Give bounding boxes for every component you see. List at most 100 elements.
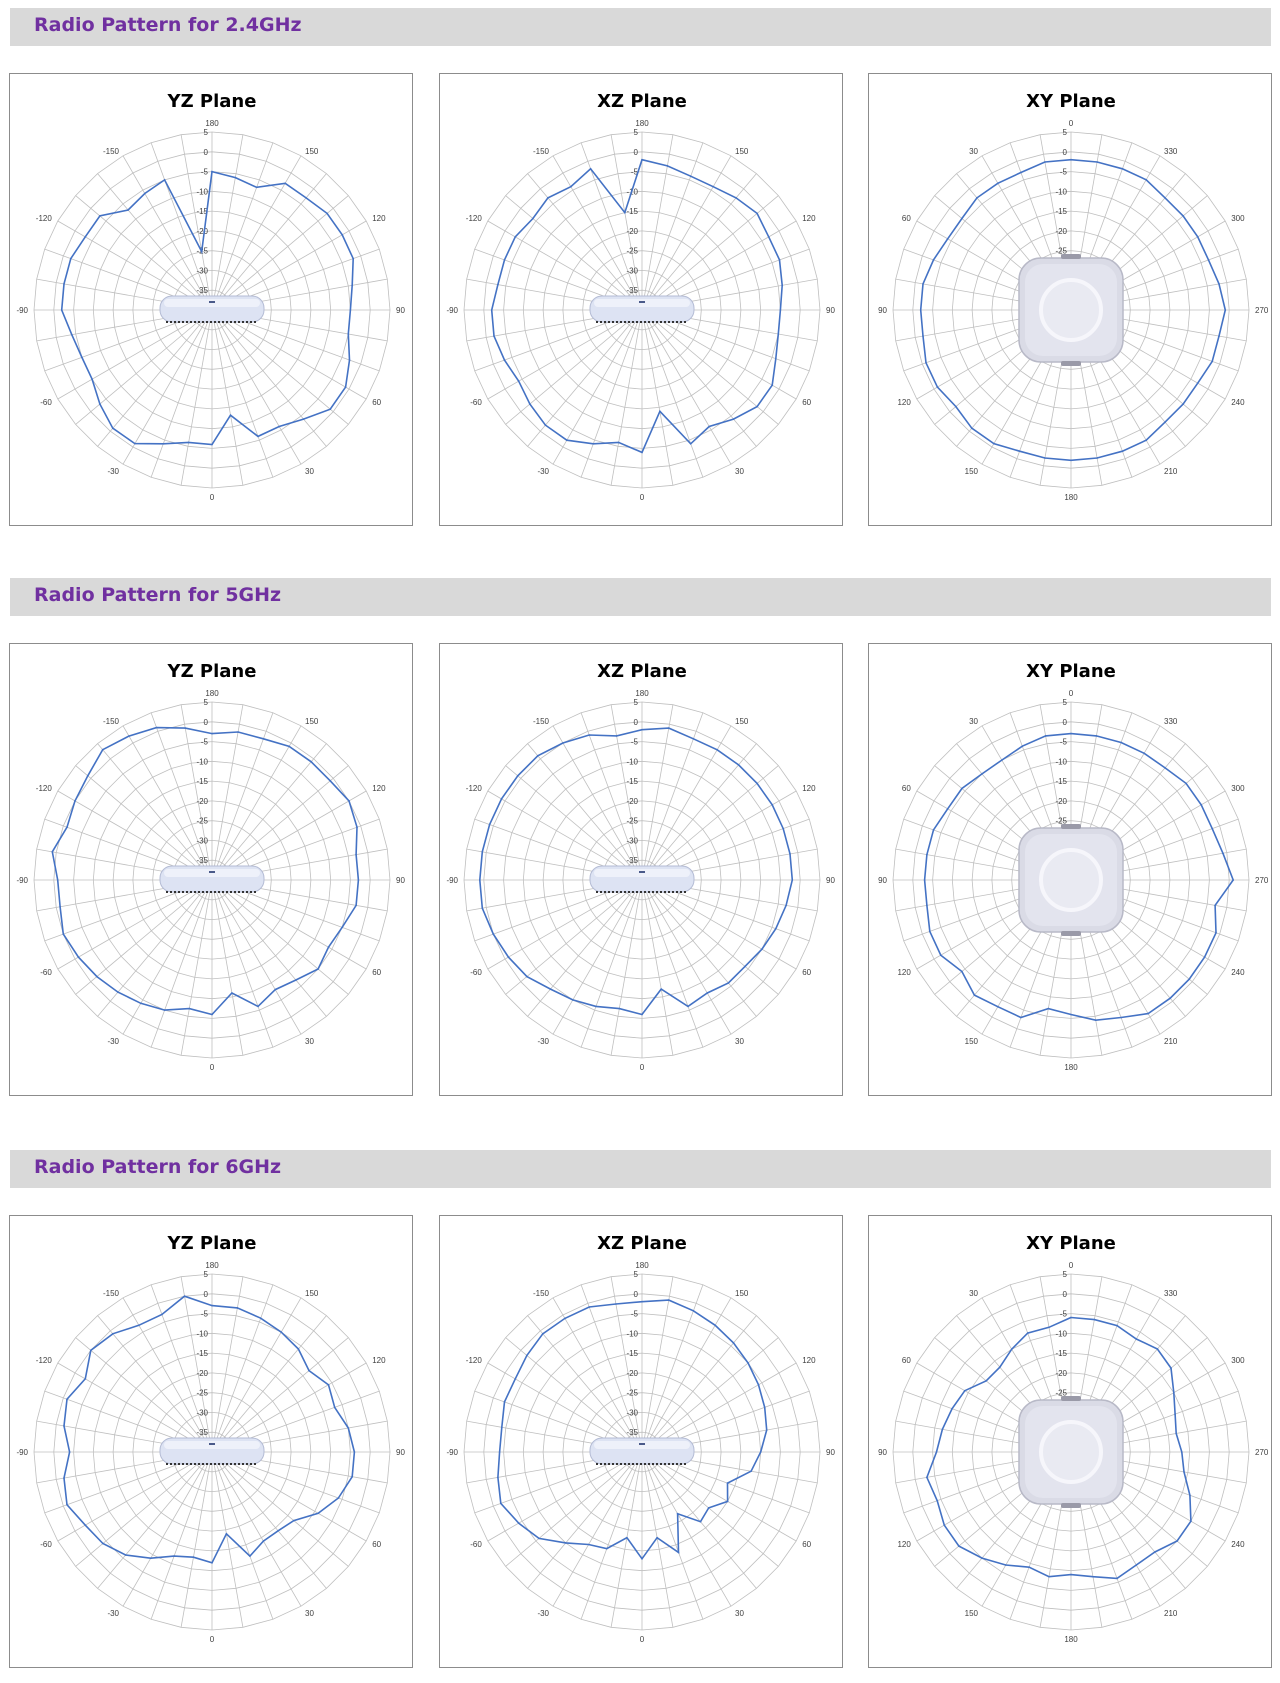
polar-chart: XY Plane50-5-10-15-20-250270180903303030… bbox=[878, 1233, 1269, 1644]
angle-label: 30 bbox=[305, 467, 314, 476]
radial-tick-label: -25 bbox=[1055, 247, 1067, 256]
radial-tick-label: 5 bbox=[1063, 128, 1068, 137]
grid-spoke bbox=[57, 1362, 213, 1453]
grid-spoke bbox=[57, 220, 213, 311]
radial-tick-label: -30 bbox=[626, 1408, 638, 1417]
angle-label: 270 bbox=[1255, 1448, 1269, 1457]
angle-label: 90 bbox=[396, 1448, 405, 1457]
angle-label: 120 bbox=[372, 784, 386, 793]
pattern-data-point bbox=[162, 443, 165, 445]
grid-spoke bbox=[527, 879, 643, 1017]
pattern-data-point bbox=[517, 775, 519, 777]
pattern-data-point bbox=[687, 1005, 689, 1008]
radial-tick-label: -20 bbox=[626, 227, 638, 236]
grid-spoke bbox=[211, 1362, 367, 1453]
grid-spoke bbox=[211, 1276, 244, 1453]
pattern-data-point bbox=[757, 1384, 760, 1386]
pattern-data-point bbox=[941, 1428, 944, 1431]
pattern-data-point bbox=[1116, 1324, 1118, 1327]
grid-spoke bbox=[97, 173, 213, 311]
angle-label: -30 bbox=[107, 1037, 119, 1046]
radial-tick-label: -5 bbox=[1060, 738, 1068, 747]
grid-spoke bbox=[211, 309, 302, 465]
grid-spoke bbox=[75, 309, 213, 425]
grid-spoke bbox=[75, 1451, 213, 1567]
pattern-data-point bbox=[549, 988, 552, 990]
angle-label: 90 bbox=[396, 306, 405, 315]
grid-spoke bbox=[211, 879, 367, 970]
pattern-data-point bbox=[274, 988, 277, 991]
grid-spoke bbox=[552, 155, 643, 311]
pattern-data-point bbox=[326, 212, 328, 215]
grid-spoke bbox=[641, 879, 779, 995]
pattern-data-point bbox=[327, 946, 330, 948]
pattern-data-point bbox=[775, 927, 777, 930]
pattern-data-point bbox=[1001, 759, 1003, 761]
grid-spoke bbox=[180, 134, 213, 311]
radial-tick-label: -10 bbox=[626, 757, 638, 766]
angle-label: -150 bbox=[533, 1289, 550, 1298]
radial-tick-label: -30 bbox=[196, 266, 208, 275]
pattern-data-point bbox=[117, 991, 119, 993]
pattern-data-point bbox=[1176, 1540, 1178, 1542]
grid-spoke bbox=[641, 1451, 674, 1628]
pattern-data-point bbox=[1181, 1451, 1183, 1453]
grid-spoke bbox=[122, 155, 213, 311]
pattern-data-point bbox=[1021, 745, 1024, 747]
polar-chart-panel: XZ Plane 5 0 -5 -10 -15 -20 -25 -30 -35 180 90 0 -90 1… bbox=[439, 1215, 843, 1668]
grid-spoke bbox=[211, 173, 327, 311]
grid-spoke bbox=[57, 879, 213, 970]
radial-tick-label: -20 bbox=[626, 1369, 638, 1378]
angle-label: 180 bbox=[205, 119, 219, 128]
pattern-data-point bbox=[344, 386, 347, 388]
angle-label: 120 bbox=[897, 398, 911, 407]
router-side-view-icon bbox=[159, 865, 265, 893]
radial-tick-label: -5 bbox=[201, 168, 209, 177]
angle-label: 0 bbox=[210, 1635, 215, 1644]
pattern-data-point bbox=[173, 1555, 175, 1557]
radial-tick-label: -35 bbox=[196, 1428, 208, 1437]
pattern-data-point bbox=[305, 197, 307, 199]
pattern-data-point bbox=[479, 879, 481, 881]
grid-spoke bbox=[641, 1362, 797, 1453]
pattern-data-point bbox=[356, 826, 358, 828]
grid-spoke bbox=[211, 743, 327, 881]
grid-spoke bbox=[641, 1337, 779, 1453]
angle-label: 120 bbox=[897, 1540, 911, 1549]
grid-spoke bbox=[211, 1284, 274, 1453]
pattern-data-point bbox=[1196, 236, 1199, 238]
grid-spoke bbox=[641, 879, 732, 1035]
pattern-data-point bbox=[317, 968, 319, 970]
grid-spoke bbox=[552, 725, 643, 881]
angle-label: -150 bbox=[103, 147, 120, 156]
pattern-data-point bbox=[503, 359, 506, 361]
pattern-data-point bbox=[732, 1342, 735, 1344]
grid-spoke bbox=[641, 1284, 704, 1453]
pattern-data-point bbox=[1164, 421, 1166, 423]
angle-label: -150 bbox=[533, 147, 550, 156]
angle-label: 150 bbox=[965, 1037, 979, 1046]
pattern-series-line bbox=[63, 1295, 356, 1564]
pattern-data-point bbox=[699, 1520, 702, 1523]
pattern-data-point bbox=[706, 992, 709, 994]
pattern-data-point bbox=[1143, 752, 1145, 755]
pattern-data-point bbox=[1116, 1577, 1118, 1580]
pattern-data-point bbox=[689, 443, 692, 445]
pattern-data-point bbox=[1047, 1007, 1050, 1010]
pattern-data-point bbox=[62, 933, 65, 935]
pattern-data-point bbox=[500, 1502, 502, 1505]
angle-label: -90 bbox=[446, 876, 458, 885]
grid-spoke bbox=[211, 1451, 367, 1542]
angle-label: 120 bbox=[802, 784, 816, 793]
angle-label: -60 bbox=[470, 968, 482, 977]
pattern-data-point bbox=[958, 1545, 960, 1547]
grid-spoke bbox=[580, 1284, 643, 1453]
radial-tick-label: -10 bbox=[626, 187, 638, 196]
grid-spoke bbox=[57, 309, 213, 400]
pattern-data-point bbox=[985, 1380, 987, 1382]
grid-spoke bbox=[75, 879, 213, 995]
pattern-data-point bbox=[517, 1522, 520, 1524]
radial-tick-label: 0 bbox=[204, 1290, 209, 1299]
grid-spoke bbox=[641, 1451, 779, 1567]
pattern-data-point bbox=[134, 442, 136, 445]
